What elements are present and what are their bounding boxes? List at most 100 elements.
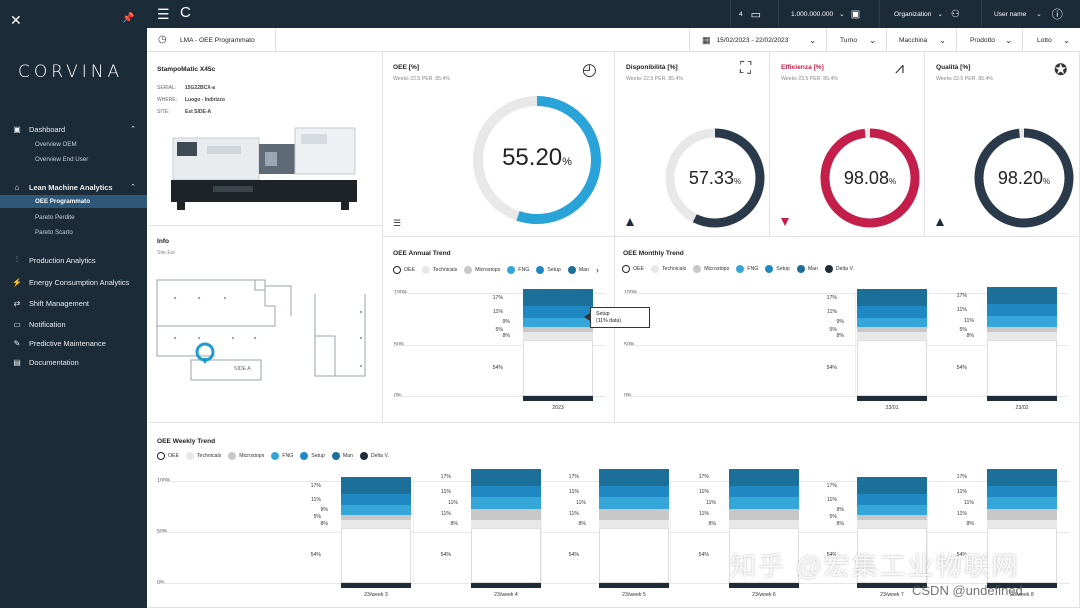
bar-segment-technicals bbox=[857, 519, 927, 528]
bar-segment-delta bbox=[987, 396, 1057, 401]
bar-value-label: 11% bbox=[576, 499, 586, 506]
x-tick-label: 23/week 3 bbox=[364, 592, 388, 598]
boxes-icon: ⛶ bbox=[740, 60, 752, 77]
bar-value-label: 8% bbox=[450, 520, 459, 527]
pin-icon[interactable]: 📌 bbox=[122, 13, 135, 24]
trend-up-icon bbox=[626, 218, 634, 226]
bar-segment-delta bbox=[341, 583, 411, 588]
energy-icon: ⚡ bbox=[12, 277, 22, 287]
legend-item[interactable]: OEE bbox=[622, 265, 644, 273]
oee-unit: % bbox=[562, 156, 572, 168]
bar-value-label: 11% bbox=[493, 309, 503, 316]
legend-item[interactable]: Delta V. bbox=[359, 452, 389, 460]
legend-item[interactable]: Technicals bbox=[650, 265, 686, 273]
date-range-selector[interactable]: ▦ 15/02/2023 - 22/02/2023 ⌄ bbox=[689, 28, 826, 52]
bar-value-label: 17% bbox=[826, 482, 837, 489]
legend-swatch bbox=[507, 266, 516, 274]
user-menu[interactable]: User name ⌄ ⓘ bbox=[981, 0, 1080, 28]
legend-item[interactable]: OEE bbox=[393, 266, 415, 274]
bar-value-label: 54% bbox=[440, 552, 451, 559]
bar-segment-fng bbox=[523, 317, 593, 327]
calendar-icon: ▦ bbox=[702, 34, 711, 45]
bar-value-label: 8% bbox=[836, 333, 845, 340]
legend-swatch bbox=[185, 452, 194, 460]
bar-segment-oee bbox=[471, 527, 541, 583]
chevron-up-icon[interactable]: ⌃ bbox=[130, 184, 136, 191]
kpi-value: 57.33% bbox=[665, 168, 765, 189]
site-value: Est SIDE-A bbox=[185, 109, 212, 115]
legend-item[interactable]: OEE bbox=[157, 452, 179, 460]
legend-item[interactable]: Man bbox=[796, 265, 818, 273]
organization-selector[interactable]: Organization ⌄ ⚇ bbox=[879, 0, 981, 28]
legend-item[interactable]: Delta V. bbox=[824, 265, 854, 273]
nav-production-analytics[interactable]: ⫶ Production Analytics bbox=[0, 255, 147, 265]
nav-predictive-maintenance[interactable]: ✎ Predictive Maintenance bbox=[0, 338, 147, 348]
legend-item[interactable]: Man bbox=[331, 452, 353, 460]
legend-item[interactable]: Technicals bbox=[185, 452, 221, 460]
filter-macchina[interactable]: Macchina ⌄ bbox=[886, 28, 956, 52]
nav-notification[interactable]: ▭ Notification bbox=[0, 319, 147, 329]
legend-item[interactable]: FNG bbox=[507, 266, 529, 274]
legend-item[interactable]: Setup bbox=[765, 265, 790, 273]
legend-item[interactable]: Microstops bbox=[228, 452, 264, 460]
alerts-button[interactable]: 4 ▭ bbox=[730, 0, 778, 28]
legend-label: Man bbox=[578, 267, 589, 273]
filter-lotto[interactable]: Lotto ⌄ bbox=[1022, 28, 1080, 52]
kpi-unit: % bbox=[1042, 177, 1051, 186]
legend-item[interactable]: Setup bbox=[536, 266, 561, 274]
tooltip-value: (11% data) bbox=[596, 318, 621, 324]
bar-segment-fng bbox=[857, 505, 927, 515]
site-key: SITE: bbox=[157, 109, 170, 115]
legend-item[interactable]: Setup bbox=[300, 452, 325, 460]
alerts-count: 4 bbox=[739, 10, 743, 18]
bar-segment-man bbox=[523, 288, 593, 307]
chevron-down-icon: ⌄ bbox=[1005, 35, 1012, 45]
nav-pareto-scarto[interactable]: Pareto Scarto bbox=[35, 229, 73, 236]
legend-swatch bbox=[393, 266, 401, 274]
value-selector[interactable]: 1.000.000.000 ⌄ ▣ bbox=[778, 0, 879, 28]
sidebar: ✕ 📌 CORVINA ▣ Dashboard ⌃ Overview OEM O… bbox=[0, 0, 147, 608]
legend-item[interactable]: FNG bbox=[736, 265, 758, 273]
legend-item[interactable]: Technicals bbox=[421, 266, 457, 274]
legend-swatch bbox=[228, 452, 237, 460]
nav-dashboard[interactable]: ▣ Dashboard ⌃ bbox=[0, 124, 147, 134]
oee-donut bbox=[473, 96, 601, 224]
info-panel: Info Site Est SIDE A bbox=[147, 226, 383, 423]
bar-value-label: 11% bbox=[706, 499, 716, 506]
nav-documentation[interactable]: ▤ Documentation bbox=[0, 357, 147, 367]
menu-icon[interactable]: ☰ bbox=[157, 6, 170, 22]
nav-shift-management[interactable]: ⇄ Shift Management bbox=[0, 298, 147, 308]
legend-item[interactable]: Man bbox=[567, 266, 589, 274]
close-icon[interactable]: ✕ bbox=[10, 12, 22, 28]
legend-label: Microstops bbox=[239, 453, 265, 459]
nav-label: Lean Machine Analytics bbox=[29, 182, 113, 192]
bar-value-label: 11% bbox=[441, 488, 451, 495]
legend-item[interactable]: Microstops bbox=[464, 266, 500, 274]
legend-swatch bbox=[464, 266, 473, 274]
nav-overview-end-user[interactable]: Overview End User bbox=[35, 156, 89, 163]
legend-swatch bbox=[331, 452, 340, 460]
nav-energy-consumption[interactable]: ⚡ Energy Consumption Analytics bbox=[0, 277, 147, 287]
bar-segment-fng bbox=[857, 317, 927, 327]
bar-value-label: 9% bbox=[320, 507, 329, 514]
kpi-unit: % bbox=[888, 177, 897, 186]
bar-value-label: 54% bbox=[826, 365, 837, 372]
filter-turno[interactable]: Turno ⌄ bbox=[826, 28, 886, 52]
filter-prodotto[interactable]: Prodotto ⌄ bbox=[956, 28, 1022, 52]
org-label: Organization bbox=[894, 10, 932, 18]
chevron-right-icon[interactable]: › bbox=[595, 265, 599, 275]
legend-item[interactable]: FNG bbox=[271, 452, 293, 460]
legend-item[interactable]: Microstops bbox=[693, 265, 729, 273]
kpi-donut bbox=[820, 128, 920, 228]
nav-oee-programmato[interactable]: OEE Programmato bbox=[0, 195, 147, 208]
bar-value-label: 54% bbox=[956, 365, 967, 372]
x-tick-label: 23/01 bbox=[885, 405, 899, 411]
nav-lean-machine-analytics[interactable]: ⌂ Lean Machine Analytics ⌃ bbox=[0, 182, 147, 192]
nav-overview-oem[interactable]: Overview OEM bbox=[35, 141, 77, 148]
chevron-down-icon: ⌄ bbox=[839, 11, 845, 18]
kpi-title: Disponibilità [%] bbox=[626, 64, 678, 71]
nav-pareto-perdite[interactable]: Pareto Perdite bbox=[35, 214, 75, 221]
info-icon[interactable]: ⓘ bbox=[1051, 9, 1063, 21]
chevron-up-icon[interactable]: ⌃ bbox=[130, 126, 136, 133]
x-tick-label: 23/week 7 bbox=[880, 592, 904, 598]
